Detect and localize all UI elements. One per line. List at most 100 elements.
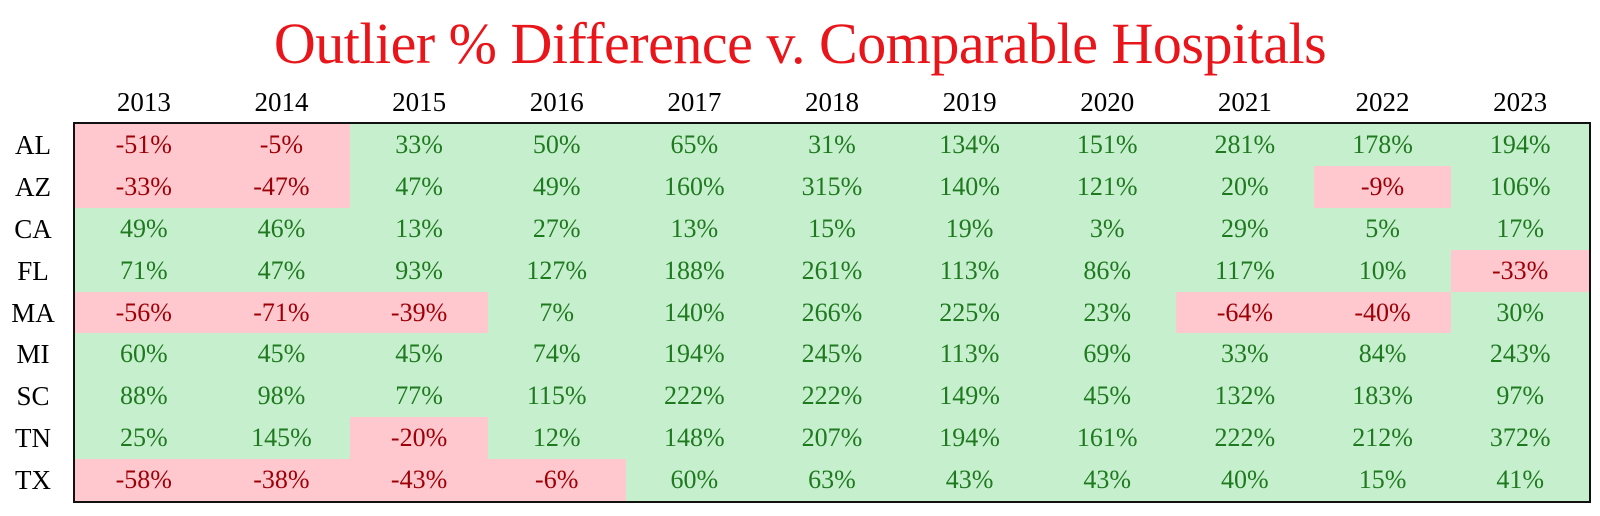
table-cell-ca-2015: 13% xyxy=(350,207,488,250)
table-cell-fl-2015: 93% xyxy=(350,249,488,292)
column-header-2020: 2020 xyxy=(1080,87,1135,117)
table-cell-mi-2013: 60% xyxy=(75,333,213,376)
table-cell-az-2013: -33% xyxy=(75,165,213,208)
table-cell-ca-2018: 15% xyxy=(763,207,901,250)
table-cell-tn-2020: 161% xyxy=(1038,417,1177,460)
table-cell-al-2015: 33% xyxy=(350,124,488,166)
table-cell-fl-2022: 10% xyxy=(1313,249,1452,292)
table-cell-sc-2013: 88% xyxy=(75,375,213,418)
table-cell-az-2018: 315% xyxy=(763,165,901,208)
column-header-2014: 2014 xyxy=(254,87,309,117)
table-cell-ca-2017: 13% xyxy=(625,207,764,250)
table-cell-fl-2021: 117% xyxy=(1176,249,1314,292)
table-cell-sc-2020: 45% xyxy=(1038,375,1177,418)
table-cell-tx-2019: 43% xyxy=(900,459,1039,501)
table-cell-tn-2016: 12% xyxy=(487,417,626,460)
row-label-al: AL xyxy=(15,130,51,160)
row-label-fl: FL xyxy=(17,255,49,286)
heatmap-table: -51% -5% 33% 50% 65% 31% 134% 151% 281% 178% 194% -… xyxy=(73,122,1591,503)
row-label-ca: CA xyxy=(14,213,52,244)
row-label-mi: MI xyxy=(16,339,50,370)
table-cell-ma-2023: 30% xyxy=(1451,291,1589,334)
table-cell-mi-2022: 84% xyxy=(1313,333,1452,376)
table-cell-ma-2016: 7% xyxy=(487,291,626,334)
table-cell-sc-2015: 77% xyxy=(350,375,488,418)
table-cell-mi-2016: 74% xyxy=(487,333,626,376)
table-cell-al-2017: 65% xyxy=(625,124,764,166)
table-cell-sc-2016: 115% xyxy=(487,375,626,418)
table-cell-fl-2018: 261% xyxy=(763,249,901,292)
table-cell-sc-2022: 183% xyxy=(1313,375,1452,418)
column-header-row: 2013 2014 2015 2016 2017 2018 2019 2020 2021 2022… xyxy=(73,84,1589,120)
table-cell-al-2019: 134% xyxy=(900,124,1039,166)
table-cell-tn-2014: 145% xyxy=(212,417,351,460)
table-cell-ca-2013: 49% xyxy=(75,207,213,250)
table-cell-ca-2021: 29% xyxy=(1176,207,1314,250)
table-cell-sc-2021: 132% xyxy=(1176,375,1314,418)
table-cell-mi-2021: 33% xyxy=(1176,333,1314,376)
table-cell-ca-2020: 3% xyxy=(1038,207,1177,250)
table-cell-fl-2019: 113% xyxy=(900,249,1039,292)
column-header-2017: 2017 xyxy=(667,87,722,117)
table-cell-al-2013: -51% xyxy=(75,124,213,166)
table-cell-sc-2014: 98% xyxy=(212,375,351,418)
table-cell-al-2022: 178% xyxy=(1313,124,1452,166)
column-header-2023: 2023 xyxy=(1493,87,1548,117)
table-cell-tx-2020: 43% xyxy=(1038,459,1177,501)
table-cell-al-2023: 194% xyxy=(1451,124,1589,166)
table-cell-tx-2022: 15% xyxy=(1313,459,1452,501)
table-cell-ma-2019: 225% xyxy=(900,291,1039,334)
column-header-2016: 2016 xyxy=(529,87,584,117)
row-label-tn: TN xyxy=(15,423,51,454)
table-cell-tn-2013: 25% xyxy=(75,417,213,460)
table-cell-az-2021: 20% xyxy=(1176,165,1314,208)
table-cell-tn-2018: 207% xyxy=(763,417,901,460)
table-cell-az-2022: -9% xyxy=(1313,165,1452,208)
table-cell-az-2019: 140% xyxy=(900,165,1039,208)
table-cell-ma-2013: -56% xyxy=(75,291,213,334)
table-cell-sc-2023: 97% xyxy=(1451,375,1589,418)
table-cell-ma-2021: -64% xyxy=(1176,291,1314,334)
table-cell-tn-2022: 212% xyxy=(1313,417,1452,460)
table-cell-fl-2017: 188% xyxy=(625,249,764,292)
table-cell-al-2020: 151% xyxy=(1038,124,1177,166)
table-cell-fl-2014: 47% xyxy=(212,249,351,292)
table-cell-tn-2015: -20% xyxy=(350,417,488,460)
table-cell-tx-2013: -58% xyxy=(75,459,213,501)
column-header-2021: 2021 xyxy=(1217,87,1272,117)
table-cell-az-2015: 47% xyxy=(350,165,488,208)
column-header-2015: 2015 xyxy=(392,87,447,117)
table-cell-ma-2014: -71% xyxy=(212,291,351,334)
table-cell-al-2018: 31% xyxy=(763,124,901,166)
table-cell-mi-2017: 194% xyxy=(625,333,764,376)
table-cell-tx-2015: -43% xyxy=(350,459,488,501)
table-cell-tn-2017: 148% xyxy=(625,417,764,460)
table-cell-fl-2020: 86% xyxy=(1038,249,1177,292)
row-label-tx: TX xyxy=(15,465,51,496)
table-cell-az-2023: 106% xyxy=(1451,165,1589,208)
table-cell-ca-2014: 46% xyxy=(212,207,351,250)
table-cell-ma-2018: 266% xyxy=(763,291,901,334)
table-cell-az-2014: -47% xyxy=(212,165,351,208)
table-cell-mi-2019: 113% xyxy=(900,333,1039,376)
table-cell-ma-2022: -40% xyxy=(1313,291,1452,334)
table-cell-ma-2020: 23% xyxy=(1038,291,1177,334)
table-cell-ma-2017: 140% xyxy=(625,291,764,334)
table-cell-fl-2023: -33% xyxy=(1451,249,1589,292)
table-cell-sc-2017: 222% xyxy=(625,375,764,418)
table-cell-tn-2019: 194% xyxy=(900,417,1039,460)
table-cell-ma-2015: -39% xyxy=(350,291,488,334)
table-cell-az-2017: 160% xyxy=(625,165,764,208)
table-cell-tx-2018: 63% xyxy=(763,459,901,501)
table-cell-al-2014: -5% xyxy=(212,124,351,166)
column-header-2019: 2019 xyxy=(942,87,997,117)
table-cell-fl-2013: 71% xyxy=(75,249,213,292)
table-cell-mi-2023: 243% xyxy=(1451,333,1589,376)
column-header-2013: 2013 xyxy=(116,87,171,117)
table-cell-ca-2016: 27% xyxy=(487,207,626,250)
table-cell-mi-2018: 245% xyxy=(763,333,901,376)
table-cell-al-2021: 281% xyxy=(1176,124,1314,166)
table-cell-tn-2023: 372% xyxy=(1451,417,1589,460)
table-cell-az-2020: 121% xyxy=(1038,165,1177,208)
table-cell-fl-2016: 127% xyxy=(487,249,626,292)
